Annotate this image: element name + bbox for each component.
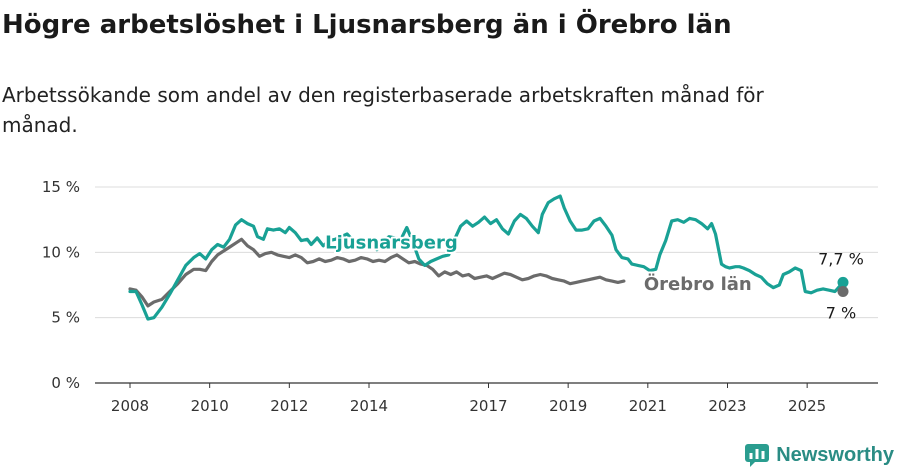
y-tick-label: 10 %: [42, 243, 80, 261]
series-annotation-orebro-lan: Örebro län: [644, 273, 752, 295]
x-tick-label: 2017: [469, 397, 507, 415]
page-title: Högre arbetslöshet i Ljusnarsberg än i Ö…: [2, 10, 732, 40]
x-tick-label: 2025: [788, 397, 826, 415]
orebro-end-label: 7 %: [826, 304, 856, 323]
y-tick-label: 0 %: [51, 374, 80, 392]
x-tick-label: 2019: [549, 397, 587, 415]
series-annotation-ljusnarsberg: Ljusnarsberg: [325, 232, 458, 253]
x-tick-label: 2023: [708, 397, 746, 415]
x-tick-label: 2008: [111, 397, 149, 415]
y-tick-label: 5 %: [51, 309, 80, 327]
ljusnarsberg-end-label: 7,7 %: [818, 249, 864, 268]
brand-logo: Newsworthy: [744, 442, 894, 468]
y-tick-label: 15 %: [42, 178, 80, 196]
brand-name: Newsworthy: [776, 443, 894, 466]
orebro-end-point: [837, 286, 849, 298]
x-tick-label: 2021: [629, 397, 667, 415]
x-tick-label: 2014: [350, 397, 388, 415]
ljusnarsberg-end-point: [837, 276, 849, 288]
series-line-ljusnarsberg: [128, 194, 845, 321]
page-subtitle: Arbetssökande som andel av den registerb…: [2, 83, 764, 137]
x-tick-label: 2010: [191, 397, 229, 415]
newsworthy-logo-icon: [745, 444, 770, 467]
series-line-orebro-lan: [128, 237, 626, 308]
x-tick-label: 2012: [270, 397, 308, 415]
